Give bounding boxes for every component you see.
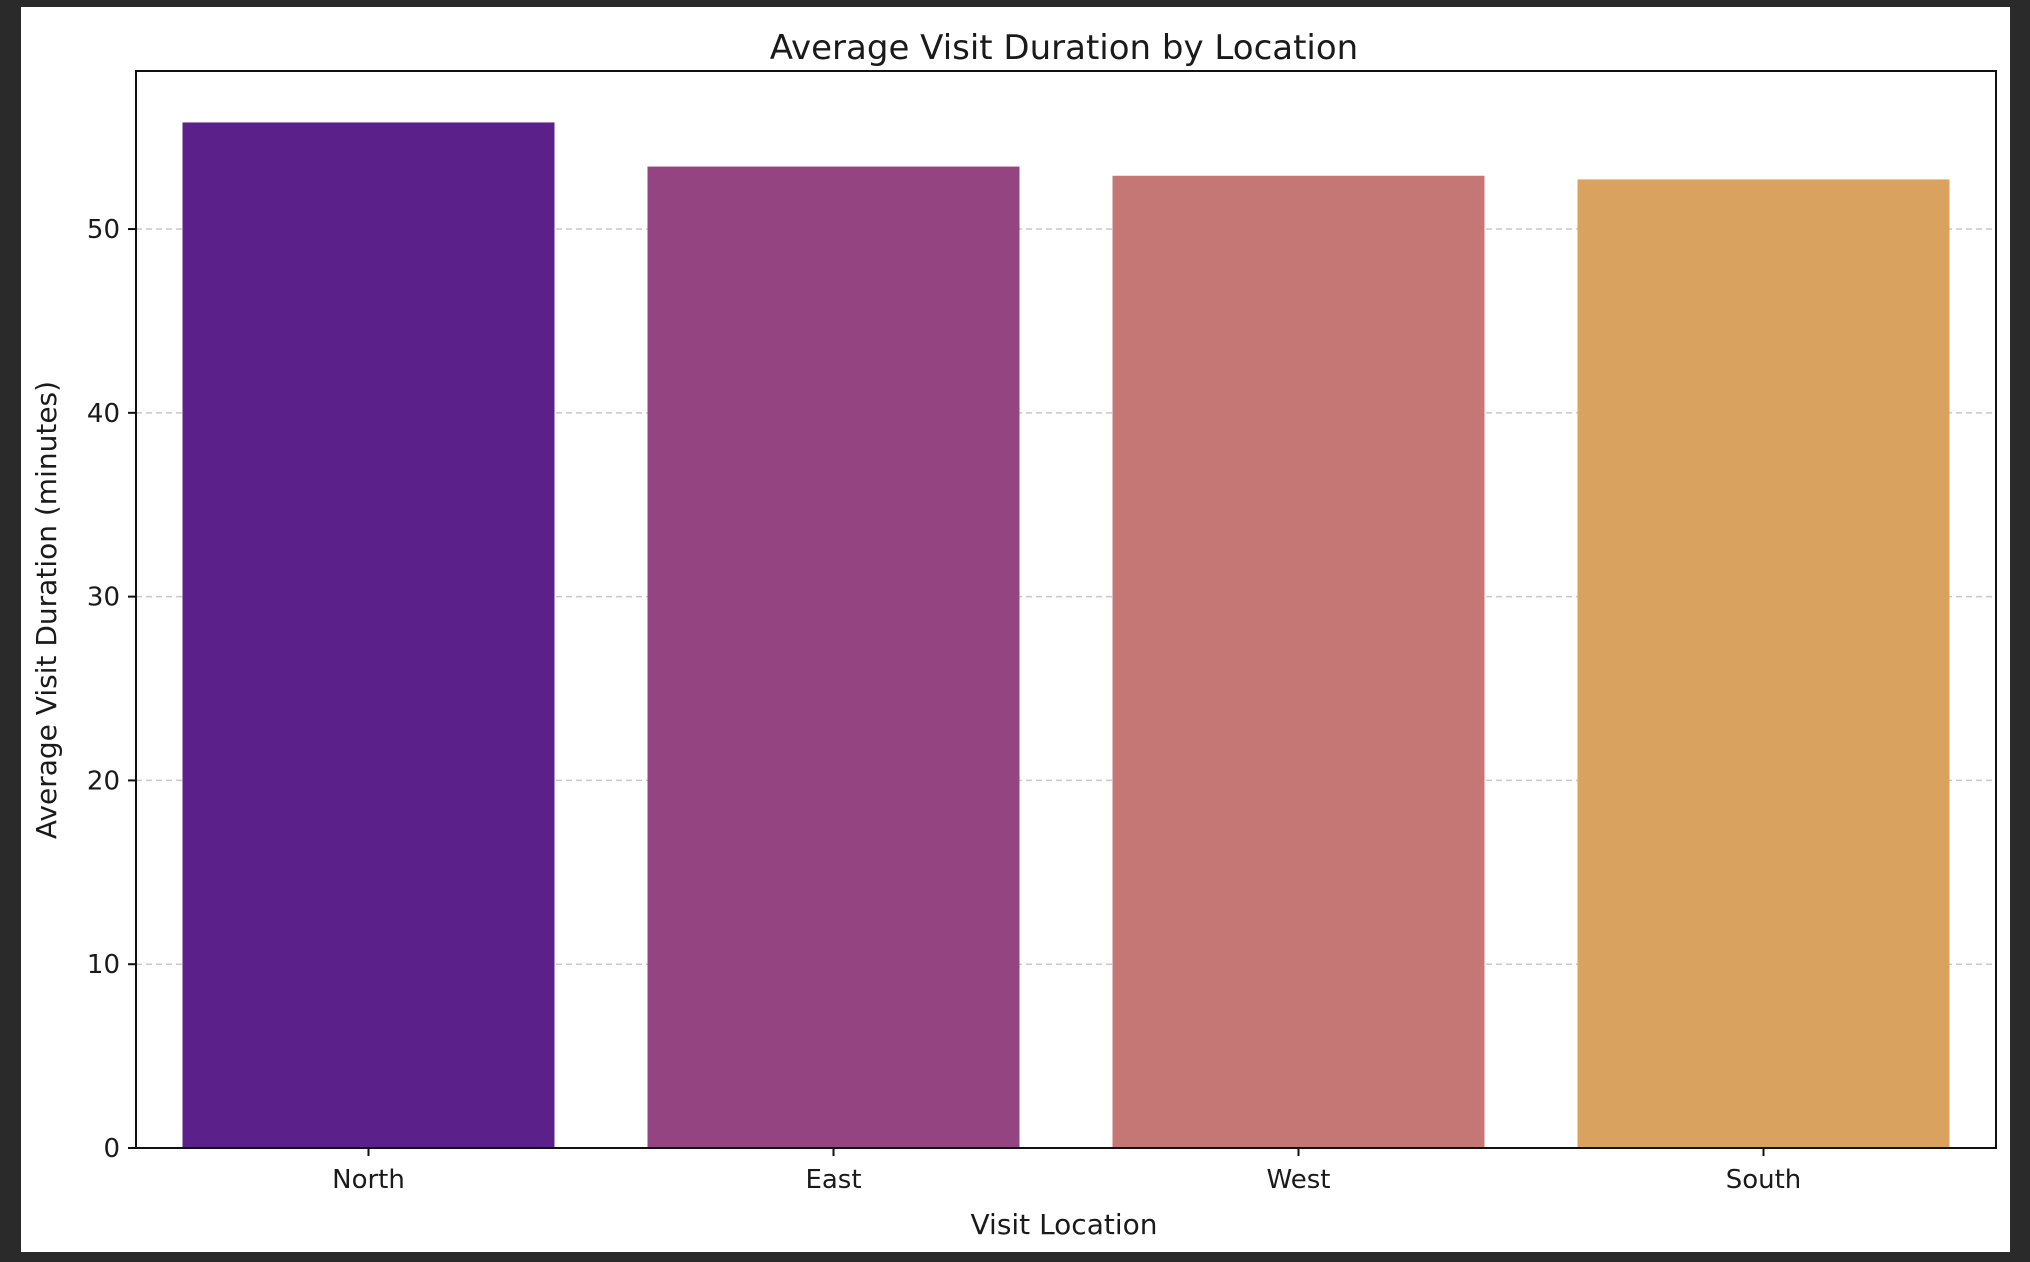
y-tick-label: 10 [87,950,120,980]
x-tick-label-west: West [1267,1165,1331,1195]
y-tick-label: 50 [87,215,120,245]
x-tick-label-south: South [1726,1165,1802,1195]
chart-title: Average Visit Duration by Location [770,28,1358,68]
bar-south [1577,179,1950,1148]
x-tick-label-north: North [332,1165,405,1195]
plot-area-frame [135,70,1997,1149]
bar-west [1112,175,1485,1148]
y-tick-label: 40 [87,399,120,429]
y-tick-label: 30 [87,583,120,613]
bars-layer [182,122,1950,1149]
bar-north [182,122,555,1149]
x-axis-label: Visit Location [971,1208,1158,1241]
figure-canvas: Average Visit Duration by Location 0 10 20… [21,7,2010,1252]
bar-chart: Average Visit Duration by Location 0 10 20… [30,28,1997,1241]
y-axis: 0 10 20 30 40 50 [87,215,136,1164]
x-tick-label-east: East [805,1165,861,1195]
bar-east [647,166,1020,1149]
y-axis-label: Average Visit Duration (minutes) [30,381,63,839]
y-tick-label: 0 [103,1134,120,1164]
y-tick-label: 20 [87,766,120,796]
x-axis: North East West South [332,1148,1801,1195]
